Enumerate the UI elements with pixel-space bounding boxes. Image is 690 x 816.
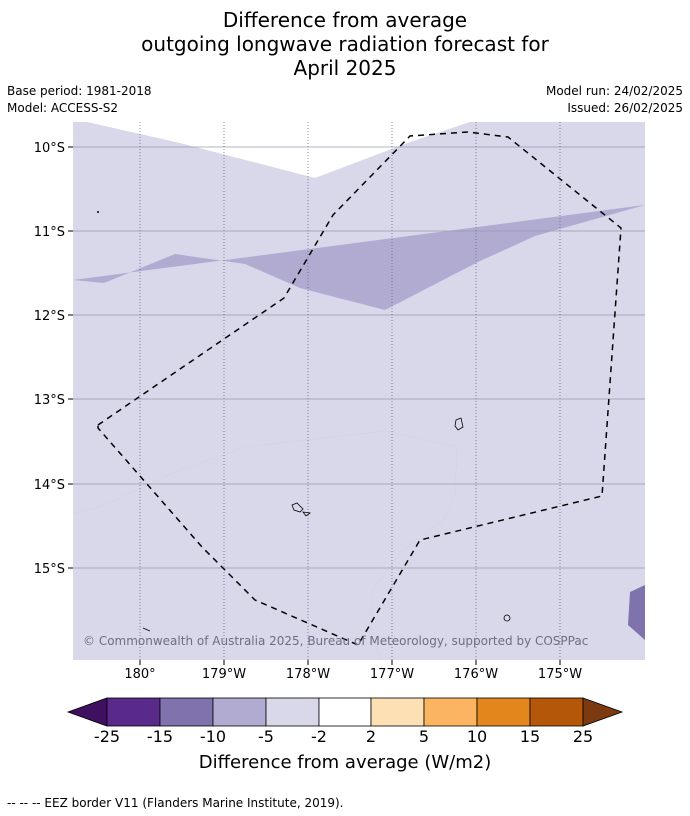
colorbar-title: Difference from average (W/m2) [198,752,492,773]
colorbar-tick: -25 [93,727,121,746]
colorbar-tick: -10 [199,727,227,746]
colorbar-tick: 2 [365,727,377,746]
colorbar [66,697,624,727]
island-6 [142,627,151,632]
island-4 [503,614,511,622]
lat-label: 10°S [34,141,65,156]
colorbar-under-arrow [66,697,108,727]
island-2 [291,502,304,513]
colorbar-tick: -15 [146,727,174,746]
colorbar-segment [476,697,531,727]
colorbar-tick: 10 [466,727,488,746]
colorbar-segment [529,697,584,727]
issued-date: Issued: 26/02/2025 [567,101,683,115]
colorbar-segment [423,697,478,727]
lat-label: 15°S [34,562,65,577]
colorbar-tick: 15 [519,727,541,746]
colorbar-over-arrow [582,697,624,727]
neutral-region [87,122,470,178]
lat-label: 14°S [34,478,65,493]
lon-label: 178°W [286,667,330,682]
colorbar-segment [212,697,267,727]
lat-label: 11°S [34,225,65,240]
meta-left: Base period: 1981-2018 Model: ACCESS-S2 [7,83,152,117]
lon-label: 177°W [370,667,414,682]
colorbar-segment [318,697,372,727]
latitude-labels: 10°S 11°S 12°S 13°S 14°S 15°S [34,141,65,577]
model-name: Model: ACCESS-S2 [7,101,119,115]
colorbar-tick: -2 [311,727,327,746]
tick-marks [68,146,561,665]
lon-label: 179°W [202,667,246,682]
title-line-2: outgoing longwave radiation forecast for [141,32,549,56]
colorbar-segment [265,697,320,727]
lon-label: 175°W [538,667,582,682]
colorbar-tick: 25 [572,727,594,746]
island-5 [97,211,99,213]
model-run: Model run: 24/02/2025 [545,84,683,98]
title-line-3: April 2025 [293,56,397,80]
latitude-gridlines [73,146,645,569]
island-3 [302,511,312,517]
copyright-note: © Commonwealth of Australia 2025, Bureau… [83,634,588,648]
colorbar-segment [370,697,425,727]
colorbar-tick: -5 [258,727,274,746]
colorbar-tick: 5 [418,727,430,746]
title-line-1: Difference from average [222,8,468,32]
lat-label: 13°S [34,393,65,408]
anomaly-region-light-south [73,431,457,660]
chart-title: Difference from average outgoing longwav… [0,8,690,80]
base-period: Base period: 1981-2018 [7,84,152,98]
lon-label: 180° [124,667,155,682]
lon-label: 176°W [454,667,498,682]
lat-label: 12°S [34,309,65,324]
colorbar-segment [159,697,214,727]
longitude-labels: 180° 179°W 178°W 177°W 176°W 175°W [124,667,582,682]
anomaly-region-dark [628,585,645,640]
colorbar-segment [106,697,161,727]
island-1 [454,417,464,431]
meta-right: Model run: 24/02/2025 Issued: 26/02/2025 [546,83,683,117]
eez-footnote: -- -- -- EEZ border V11 (Flanders Marine… [7,796,344,810]
